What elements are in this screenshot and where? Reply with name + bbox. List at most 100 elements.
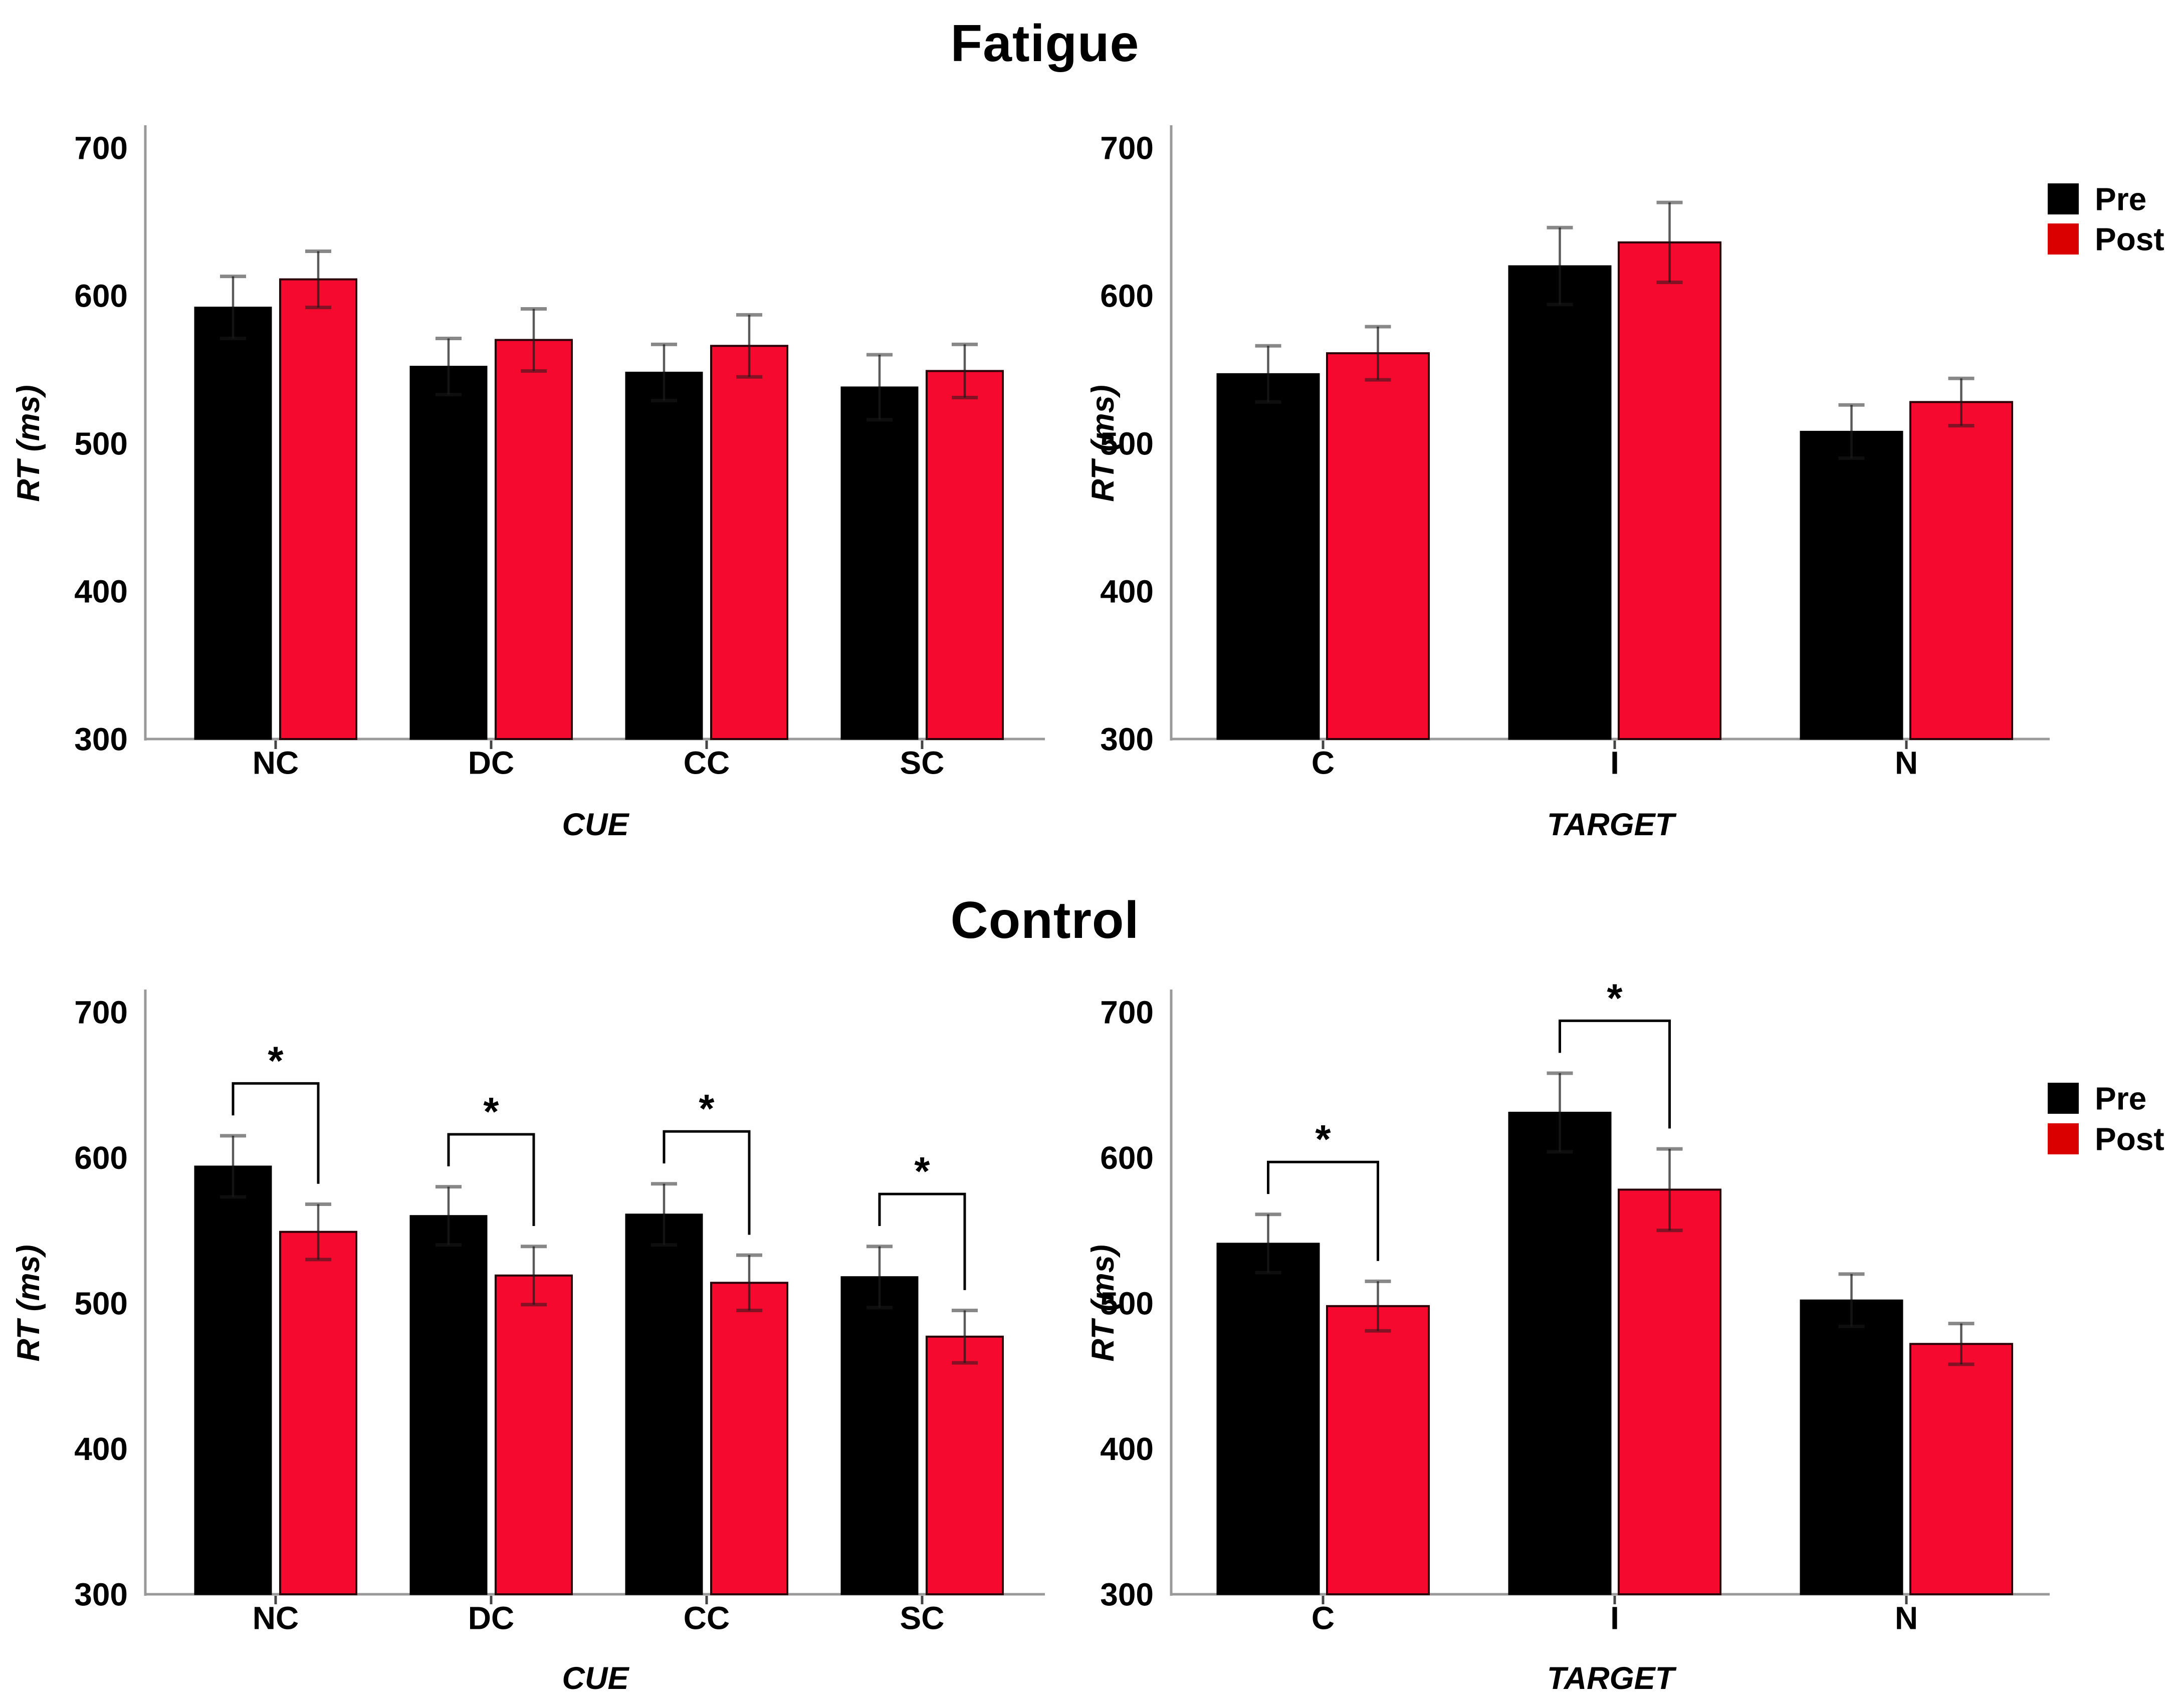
significance-bracket <box>1559 1019 1671 1129</box>
significance-asterisk: * <box>1315 1117 1331 1161</box>
significance-bracket <box>663 1130 751 1235</box>
bar-pre <box>625 1213 703 1595</box>
y-tick-label: 500 <box>1100 1285 1154 1321</box>
category-label: SC <box>900 1600 945 1636</box>
y-tick-label: 400 <box>74 1431 128 1467</box>
y-tick-label: 600 <box>1100 278 1154 314</box>
bar-pre <box>409 366 488 740</box>
bar-pre <box>840 1276 919 1595</box>
bar-pre <box>1216 373 1320 740</box>
bar-pre <box>1800 430 1903 740</box>
significance-asterisk: * <box>914 1149 930 1193</box>
x-axis-title: TARGET <box>1547 1661 1677 1696</box>
bar-pre <box>409 1215 488 1595</box>
bar-post <box>1326 352 1430 740</box>
y-tick-label: 400 <box>74 573 128 609</box>
legend-swatch-pre <box>2048 183 2079 214</box>
bar-pre <box>1216 1243 1320 1595</box>
significance-asterisk: * <box>483 1089 499 1134</box>
legend-control: Pre Post <box>2048 1080 2164 1157</box>
bar-post <box>279 278 357 740</box>
category-label: I <box>1610 745 1619 781</box>
bar-pre <box>840 386 919 740</box>
category-label: I <box>1610 1600 1619 1636</box>
x-axis-title: TARGET <box>1547 807 1677 842</box>
bar-pre <box>1508 1111 1612 1595</box>
significance-asterisk: * <box>1607 975 1623 1020</box>
bar-pre <box>194 1165 272 1595</box>
significance-bracket <box>232 1082 320 1184</box>
y-tick-label: 500 <box>1100 425 1154 461</box>
bar-post <box>926 1335 1004 1595</box>
x-axis-title: CUE <box>562 1661 629 1696</box>
legend-fatigue: Pre Post <box>2048 181 2164 257</box>
category-label: CC <box>684 745 730 781</box>
bar-post <box>710 345 788 740</box>
bar-post <box>710 1282 788 1596</box>
category-label: SC <box>900 745 945 781</box>
y-axis-title: RT (ms) <box>11 385 46 502</box>
significance-asterisk: * <box>699 1086 715 1131</box>
category-label: C <box>1312 745 1335 781</box>
category-label: CC <box>684 1600 730 1636</box>
chart-control-target: 300 400 500 600 700 RT (ms) TARGET C * I * N <box>1085 975 2050 1696</box>
category-label: C <box>1312 1600 1335 1636</box>
y-tick-label: 300 <box>1100 1576 1154 1612</box>
y-tick-label: 700 <box>74 130 128 166</box>
bar-pre <box>625 371 703 740</box>
category-label: N <box>1895 745 1918 781</box>
bar-post <box>926 370 1004 740</box>
bar-post <box>1618 1188 1721 1595</box>
bar-pre <box>1508 265 1612 740</box>
y-tick-label: 300 <box>74 1576 128 1612</box>
significance-bracket <box>1267 1160 1379 1261</box>
significance-bracket <box>878 1192 966 1290</box>
significance-bracket <box>447 1133 535 1227</box>
y-tick-label: 600 <box>74 278 128 314</box>
y-tick-label: 700 <box>74 994 128 1030</box>
y-tick-label: 500 <box>74 1285 128 1321</box>
y-tick-label: 300 <box>74 721 128 757</box>
bar-post <box>1909 1343 2013 1596</box>
bar-post <box>495 1274 573 1595</box>
y-tick-label: 700 <box>1100 130 1154 166</box>
category-label: DC <box>468 1600 514 1636</box>
bar-post <box>1909 401 2013 740</box>
significance-asterisk: * <box>268 1038 284 1083</box>
category-label: N <box>1895 1600 1918 1636</box>
x-axis-title: CUE <box>562 807 629 842</box>
y-tick-label: 600 <box>1100 1140 1154 1176</box>
category-label: NC <box>253 745 299 781</box>
y-tick-label: 700 <box>1100 994 1154 1030</box>
control-section-title: Control <box>950 891 1140 949</box>
y-axis-title: RT (ms) <box>11 1245 46 1361</box>
y-tick-label: 300 <box>1100 721 1154 757</box>
y-tick-label: 600 <box>74 1140 128 1176</box>
bar-post <box>279 1231 357 1595</box>
y-tick-label: 400 <box>1100 1431 1154 1467</box>
y-axis-title: RT (ms) <box>1085 385 1121 502</box>
chart-fatigue-target: 300 400 500 600 700 RT (ms) TARGET C I N <box>1085 125 2050 842</box>
bar-pre <box>1800 1299 1903 1595</box>
legend-label-pre: Pre <box>2095 181 2146 217</box>
bar-post <box>1326 1305 1430 1596</box>
legend-label-post: Post <box>2095 221 2164 257</box>
legend-label-pre: Pre <box>2095 1080 2146 1116</box>
y-tick-label: 500 <box>74 425 128 461</box>
fatigue-section-title: Fatigue <box>950 15 1140 73</box>
bar-pre <box>194 307 272 740</box>
bar-post <box>495 339 573 740</box>
y-tick-label: 400 <box>1100 573 1154 609</box>
category-label: DC <box>468 745 514 781</box>
chart-control-cue: 300 400 500 600 700 RT (ms) CUE NC * DC * CC * SC * <box>11 990 1045 1696</box>
bar-post <box>1618 241 1721 740</box>
y-axis-title: RT (ms) <box>1085 1245 1121 1361</box>
legend-swatch-pre <box>2048 1083 2079 1114</box>
legend-label-post: Post <box>2095 1121 2164 1157</box>
legend-swatch-post <box>2048 1123 2079 1154</box>
chart-fatigue-cue: 300 400 500 600 700 RT (ms) CUE NC DC CC SC <box>11 125 1045 842</box>
category-label: NC <box>253 1600 299 1636</box>
legend-swatch-post <box>2048 223 2079 255</box>
